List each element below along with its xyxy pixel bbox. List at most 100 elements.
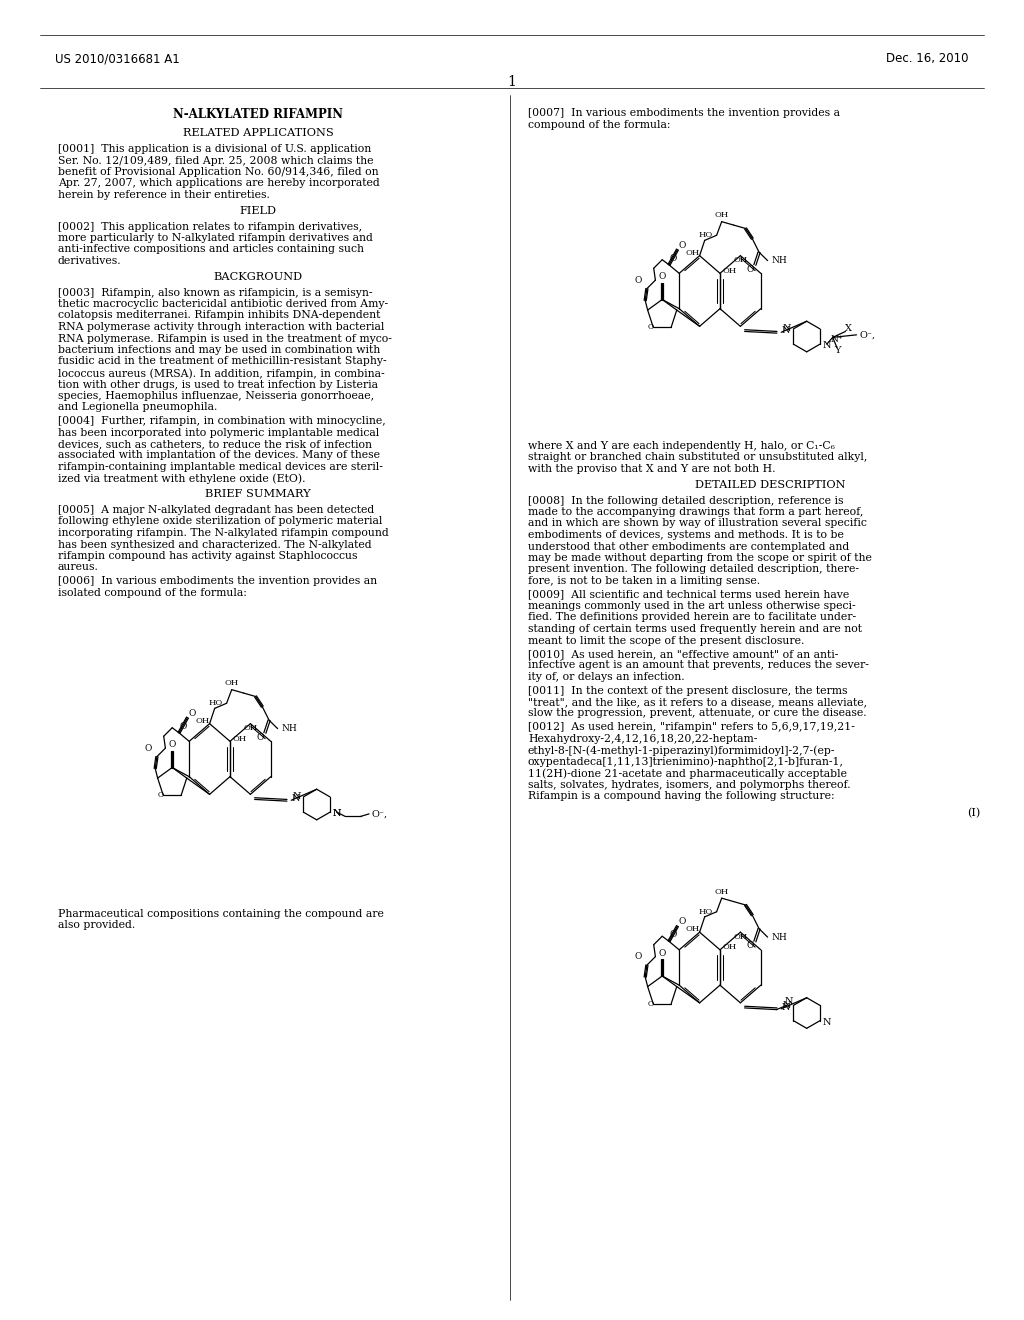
Text: O: O <box>670 253 677 263</box>
Text: may be made without departing from the scope or spirit of the: may be made without departing from the s… <box>528 553 871 564</box>
Text: N: N <box>781 1003 790 1011</box>
Text: infective agent is an amount that prevents, reduces the sever-: infective agent is an amount that preven… <box>528 660 869 671</box>
Text: N: N <box>782 1001 791 1010</box>
Text: NH: NH <box>772 933 787 941</box>
Text: ethyl-8-[N-(4-methyl-1-piperazinyl)formimidoyl]-2,7-(ep-: ethyl-8-[N-(4-methyl-1-piperazinyl)formi… <box>528 744 836 755</box>
Text: associated with implantation of the devices. Many of these: associated with implantation of the devi… <box>58 450 380 461</box>
Text: FIELD: FIELD <box>240 206 276 215</box>
Text: anti-infective compositions and articles containing such: anti-infective compositions and articles… <box>58 244 364 255</box>
Text: meant to limit the scope of the present disclosure.: meant to limit the scope of the present … <box>528 635 805 645</box>
Text: [0012]  As used herein, "rifampin" refers to 5,6,9,17,19,21-: [0012] As used herein, "rifampin" refers… <box>528 722 855 733</box>
Text: O: O <box>658 272 666 281</box>
Text: BACKGROUND: BACKGROUND <box>213 272 302 281</box>
Text: OH: OH <box>685 925 699 933</box>
Text: O: O <box>635 952 642 961</box>
Text: salts, solvates, hydrates, isomers, and polymorphs thereof.: salts, solvates, hydrates, isomers, and … <box>528 780 851 789</box>
Text: Apr. 27, 2007, which applications are hereby incorporated: Apr. 27, 2007, which applications are he… <box>58 178 380 189</box>
Text: with the proviso that X and Y are not both H.: with the proviso that X and Y are not bo… <box>528 465 775 474</box>
Text: O: O <box>647 999 653 1007</box>
Text: O: O <box>746 941 755 950</box>
Text: DETAILED DESCRIPTION: DETAILED DESCRIPTION <box>694 479 845 490</box>
Text: OH: OH <box>232 734 247 743</box>
Text: OH: OH <box>715 211 729 219</box>
Text: N: N <box>782 325 791 334</box>
Text: OH: OH <box>196 717 210 725</box>
Text: N: N <box>333 809 341 818</box>
Text: embodiments of devices, systems and methods. It is to be: embodiments of devices, systems and meth… <box>528 531 844 540</box>
Text: O: O <box>158 791 164 799</box>
Text: aureus.: aureus. <box>58 562 99 573</box>
Text: N: N <box>822 342 831 350</box>
Text: [0011]  In the context of the present disclosure, the terms: [0011] In the context of the present dis… <box>528 685 848 696</box>
Text: Dec. 16, 2010: Dec. 16, 2010 <box>887 51 969 65</box>
Text: N⁺: N⁺ <box>830 335 843 345</box>
Text: ized via treatment with ethylene oxide (EtO).: ized via treatment with ethylene oxide (… <box>58 474 305 484</box>
Text: RNA polymerase activity through interaction with bacterial: RNA polymerase activity through interact… <box>58 322 384 333</box>
Text: O: O <box>635 276 642 285</box>
Text: Hexahydroxy-2,4,12,16,18,20,22-heptam-: Hexahydroxy-2,4,12,16,18,20,22-heptam- <box>528 734 758 743</box>
Text: NH: NH <box>282 725 298 733</box>
Text: [0010]  As used herein, an "effective amount" of an anti-: [0010] As used herein, an "effective amo… <box>528 649 839 659</box>
Text: ity of, or delays an infection.: ity of, or delays an infection. <box>528 672 685 682</box>
Text: devices, such as catheters, to reduce the risk of infection: devices, such as catheters, to reduce th… <box>58 440 372 449</box>
Text: O: O <box>678 240 685 249</box>
Text: OH: OH <box>733 933 748 941</box>
Text: RNA polymerase. Rifampin is used in the treatment of myco-: RNA polymerase. Rifampin is used in the … <box>58 334 392 343</box>
Text: N: N <box>333 809 341 818</box>
Text: HO: HO <box>208 700 222 708</box>
Text: HO: HO <box>698 231 713 239</box>
Text: OH: OH <box>723 267 737 275</box>
Text: more particularly to N-alkylated rifampin derivatives and: more particularly to N-alkylated rifampi… <box>58 234 373 243</box>
Text: has been synthesized and characterized. The N-alkylated: has been synthesized and characterized. … <box>58 540 372 549</box>
Text: [0001]  This application is a divisional of U.S. application: [0001] This application is a divisional … <box>58 144 372 154</box>
Text: fusidic acid in the treatment of methicillin-resistant Staphy-: fusidic acid in the treatment of methici… <box>58 356 387 367</box>
Text: rifampin compound has activity against Staphlococcus: rifampin compound has activity against S… <box>58 550 357 561</box>
Text: OH: OH <box>715 888 729 896</box>
Text: (I): (I) <box>967 808 980 818</box>
Text: [0006]  In various embodiments the invention provides an: [0006] In various embodiments the invent… <box>58 576 377 586</box>
Text: O: O <box>144 743 153 752</box>
Text: O: O <box>169 741 176 748</box>
Text: following ethylene oxide sterilization of polymeric material: following ethylene oxide sterilization o… <box>58 516 382 527</box>
Text: O: O <box>257 733 264 742</box>
Text: N-ALKYLATED RIFAMPIN: N-ALKYLATED RIFAMPIN <box>173 108 343 121</box>
Text: meanings commonly used in the art unless otherwise speci-: meanings commonly used in the art unless… <box>528 601 856 611</box>
Text: benefit of Provisional Application No. 60/914,346, filed on: benefit of Provisional Application No. 6… <box>58 168 379 177</box>
Text: BRIEF SUMMARY: BRIEF SUMMARY <box>205 488 311 499</box>
Text: "treat", and the like, as it refers to a disease, means alleviate,: "treat", and the like, as it refers to a… <box>528 697 867 708</box>
Text: O: O <box>746 265 755 273</box>
Text: Y: Y <box>834 346 841 355</box>
Text: OH: OH <box>723 942 737 950</box>
Text: Pharmaceutical compositions containing the compound are: Pharmaceutical compositions containing t… <box>58 909 384 919</box>
Text: OH: OH <box>224 680 239 688</box>
Text: [0008]  In the following detailed description, reference is: [0008] In the following detailed descrip… <box>528 495 844 506</box>
Text: [0002]  This application relates to rifampin derivatives,: [0002] This application relates to rifam… <box>58 222 362 231</box>
Text: fied. The definitions provided herein are to facilitate under-: fied. The definitions provided herein ar… <box>528 612 856 623</box>
Text: OH: OH <box>733 256 748 264</box>
Text: N: N <box>781 326 790 335</box>
Text: present invention. The following detailed description, there-: present invention. The following detaile… <box>528 565 859 574</box>
Text: X: X <box>845 325 852 334</box>
Text: compound of the formula:: compound of the formula: <box>528 120 671 129</box>
Text: HO: HO <box>698 908 713 916</box>
Text: [0004]  Further, rifampin, in combination with minocycline,: [0004] Further, rifampin, in combination… <box>58 416 386 426</box>
Text: standing of certain terms used frequently herein and are not: standing of certain terms used frequentl… <box>528 624 862 634</box>
Text: tion with other drugs, is used to treat infection by Listeria: tion with other drugs, is used to treat … <box>58 380 378 389</box>
Text: [0009]  All scientific and technical terms used herein have: [0009] All scientific and technical term… <box>528 590 849 599</box>
Text: Ser. No. 12/109,489, filed Apr. 25, 2008 which claims the: Ser. No. 12/109,489, filed Apr. 25, 2008… <box>58 156 374 165</box>
Text: 11(2H)-dione 21-acetate and pharmaceutically acceptable: 11(2H)-dione 21-acetate and pharmaceutic… <box>528 768 847 779</box>
Text: slow the progression, prevent, attenuate, or cure the disease.: slow the progression, prevent, attenuate… <box>528 709 866 718</box>
Text: O: O <box>647 323 653 331</box>
Text: O: O <box>179 722 187 730</box>
Text: species, Haemophilus influenzae, Neisseria gonorrhoeae,: species, Haemophilus influenzae, Neisser… <box>58 391 374 401</box>
Text: fore, is not to be taken in a limiting sense.: fore, is not to be taken in a limiting s… <box>528 576 760 586</box>
Text: [0007]  In various embodiments the invention provides a: [0007] In various embodiments the invent… <box>528 108 840 117</box>
Text: straight or branched chain substituted or unsubstituted alkyl,: straight or branched chain substituted o… <box>528 453 867 462</box>
Text: O: O <box>670 931 677 939</box>
Text: RELATED APPLICATIONS: RELATED APPLICATIONS <box>182 128 334 139</box>
Text: O: O <box>678 917 685 927</box>
Text: derivatives.: derivatives. <box>58 256 122 267</box>
Text: thetic macrocyclic bactericidal antibiotic derived from Amy-: thetic macrocyclic bactericidal antibiot… <box>58 300 388 309</box>
Text: NH: NH <box>772 256 787 265</box>
Text: N: N <box>822 1018 831 1027</box>
